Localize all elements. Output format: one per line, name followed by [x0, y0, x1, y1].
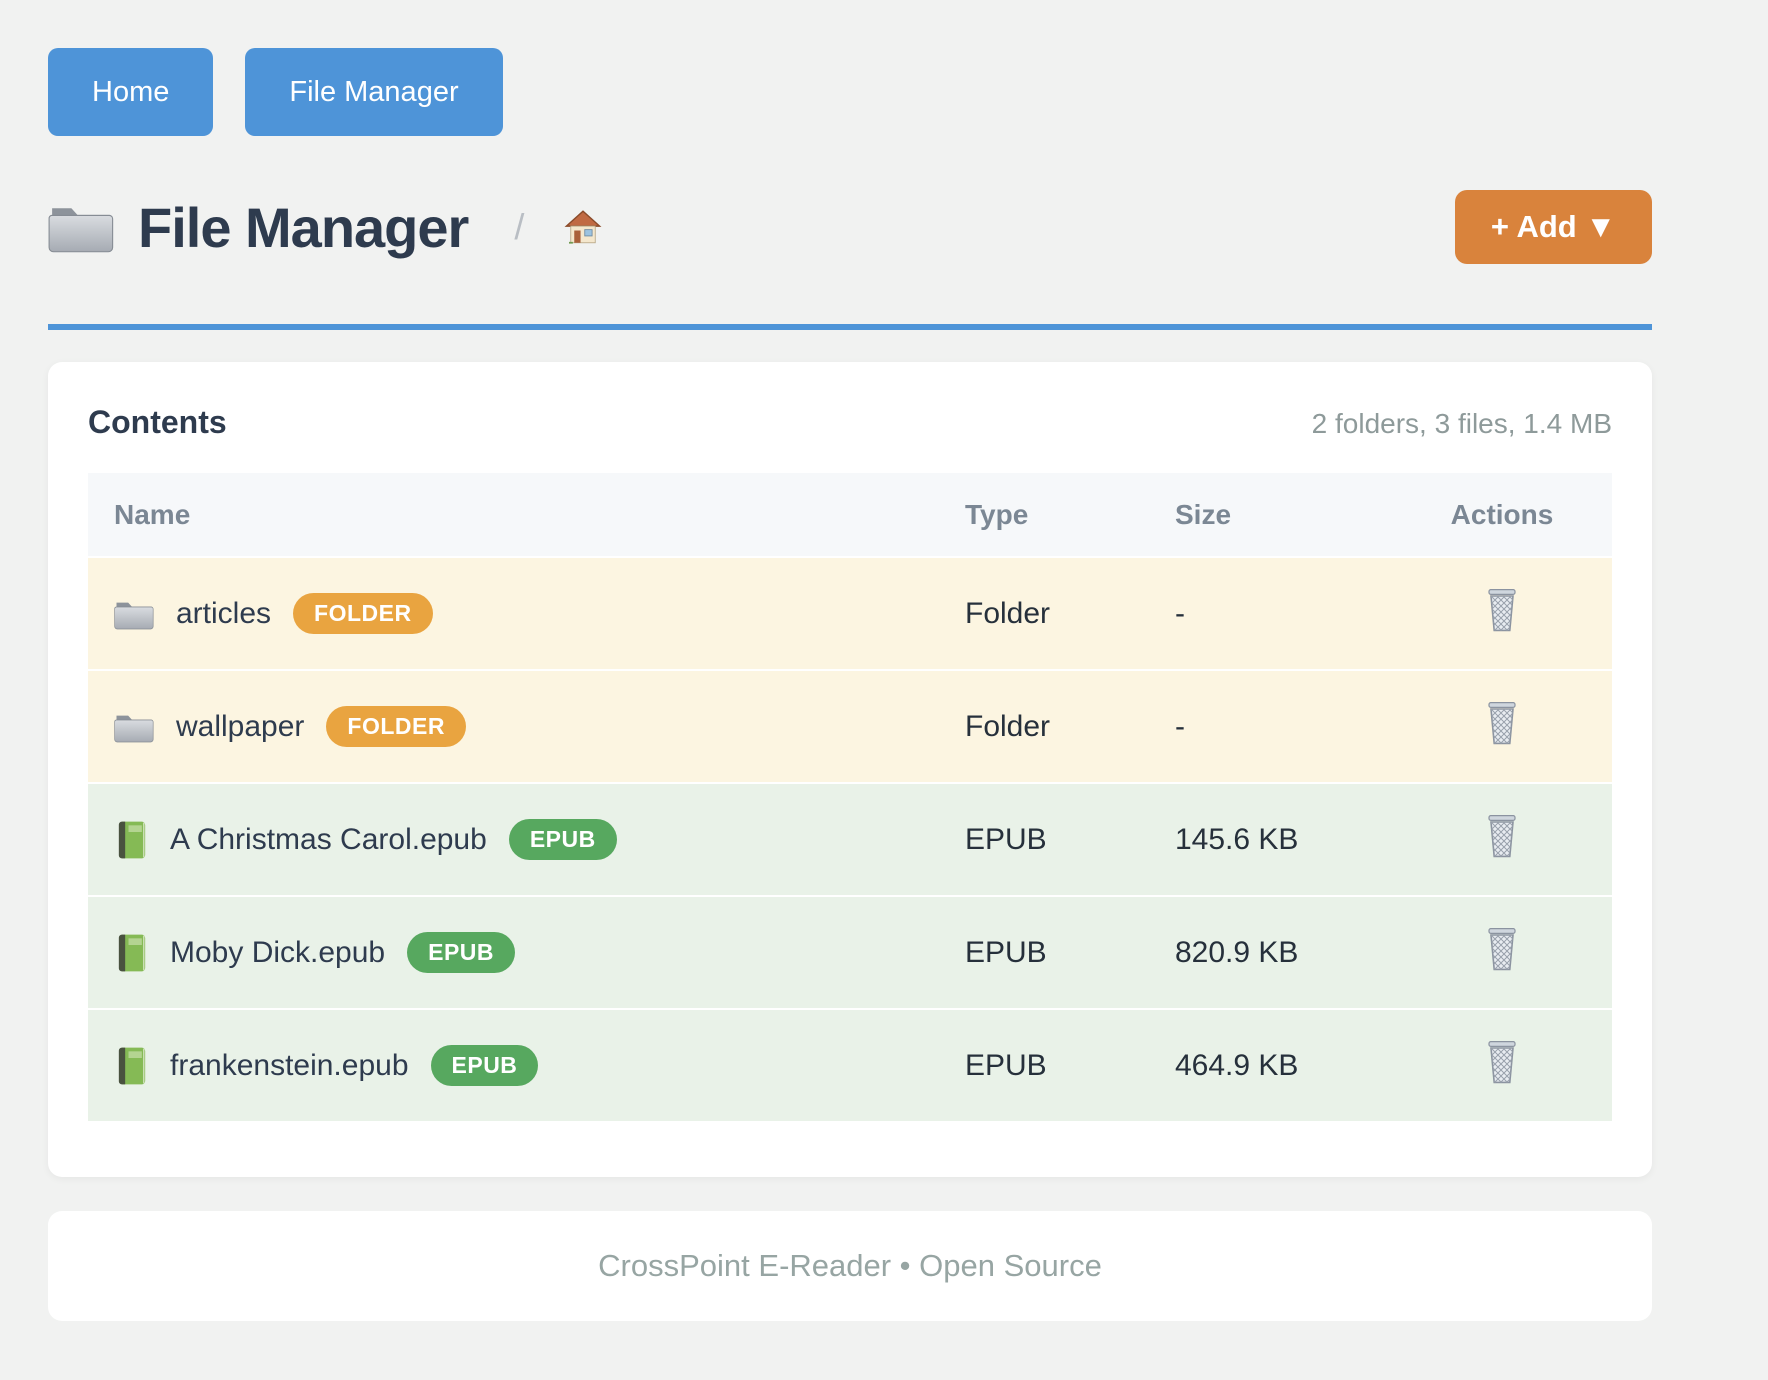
header-divider [48, 324, 1652, 330]
folder-badge: FOLDER [293, 593, 433, 634]
trash-icon [1483, 927, 1521, 971]
table-row[interactable]: articles FOLDER Folder - [88, 557, 1612, 671]
type-cell: EPUB [965, 1009, 1175, 1123]
file-table: Name Type Size Actions [88, 473, 1612, 1123]
trash-icon [1483, 701, 1521, 745]
trash-icon [1483, 588, 1521, 632]
size-cell: 145.6 KB [1175, 783, 1392, 897]
size-cell: - [1175, 670, 1392, 784]
page-title: File Manager [138, 195, 469, 259]
table-row[interactable]: frankenstein.epub EPUB EPUB 464.9 KB [88, 1009, 1612, 1123]
page-header: File Manager / + Add ▼ [48, 190, 1652, 264]
footer: CrossPoint E-Reader • Open Source [48, 1211, 1652, 1321]
folder-icon [114, 710, 154, 744]
book-icon [114, 1046, 148, 1086]
breadcrumb-separator: / [514, 206, 525, 247]
home-icon[interactable] [562, 206, 604, 248]
column-header-size: Size [1175, 473, 1392, 558]
top-nav: Home File Manager [48, 0, 1652, 136]
delete-button[interactable] [1483, 927, 1521, 971]
table-header-row: Name Type Size Actions [88, 473, 1612, 558]
size-cell: 464.9 KB [1175, 1009, 1392, 1123]
contents-card: Contents 2 folders, 3 files, 1.4 MB Name… [48, 362, 1652, 1177]
file-name[interactable]: articles [176, 596, 272, 630]
delete-button[interactable] [1483, 701, 1521, 745]
file-name[interactable]: frankenstein.epub [170, 1048, 409, 1082]
epub-badge: EPUB [407, 932, 516, 973]
folder-badge: FOLDER [326, 706, 466, 747]
size-cell: - [1175, 557, 1392, 671]
table-row[interactable]: A Christmas Carol.epub EPUB EPUB 145.6 K… [88, 783, 1612, 897]
delete-button[interactable] [1483, 1040, 1521, 1084]
column-header-name: Name [88, 473, 965, 558]
card-title: Contents [88, 404, 227, 440]
book-icon [114, 820, 148, 860]
add-button[interactable]: + Add ▼ [1454, 190, 1652, 264]
home-nav-button[interactable]: Home [48, 48, 214, 136]
epub-badge: EPUB [430, 1045, 539, 1086]
book-icon [114, 933, 148, 973]
file-name[interactable]: Moby Dick.epub [170, 935, 386, 969]
trash-icon [1483, 1040, 1521, 1084]
type-cell: EPUB [965, 783, 1175, 897]
table-row[interactable]: Moby Dick.epub EPUB EPUB 820.9 KB [88, 896, 1612, 1010]
table-row[interactable]: wallpaper FOLDER Folder - [88, 670, 1612, 784]
size-cell: 820.9 KB [1175, 896, 1392, 1010]
contents-summary: 2 folders, 3 files, 1.4 MB [1311, 408, 1612, 439]
file-manager-nav-button[interactable]: File Manager [245, 48, 503, 136]
footer-text: CrossPoint E-Reader • Open Source [598, 1248, 1102, 1283]
type-cell: EPUB [965, 896, 1175, 1010]
trash-icon [1483, 814, 1521, 858]
folder-icon [114, 597, 154, 631]
delete-button[interactable] [1483, 588, 1521, 632]
page: Home File Manager File Manager / [48, 0, 1652, 1321]
column-header-actions: Actions [1392, 473, 1612, 558]
file-name[interactable]: wallpaper [176, 709, 305, 743]
delete-button[interactable] [1483, 814, 1521, 858]
epub-badge: EPUB [508, 819, 617, 860]
type-cell: Folder [965, 670, 1175, 784]
column-header-type: Type [965, 473, 1175, 558]
folder-icon [48, 199, 114, 255]
file-name[interactable]: A Christmas Carol.epub [170, 822, 487, 856]
type-cell: Folder [965, 557, 1175, 671]
